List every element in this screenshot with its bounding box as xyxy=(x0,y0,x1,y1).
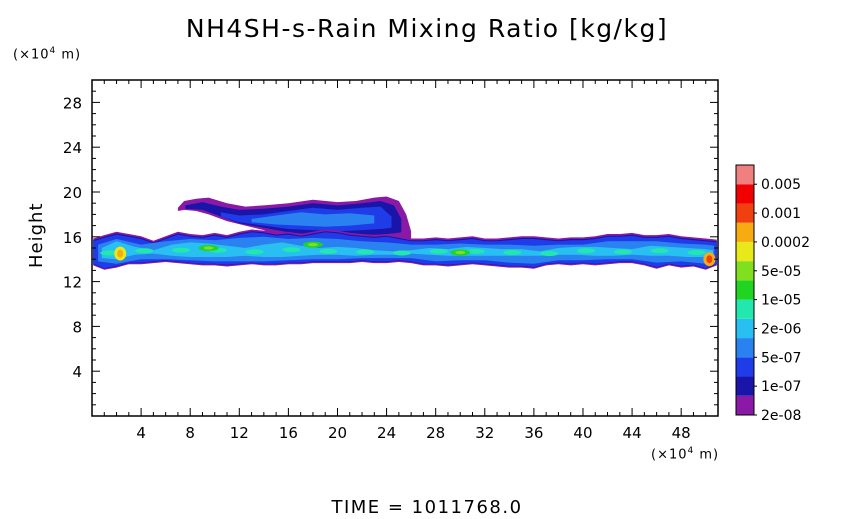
x-tick-label: 16 xyxy=(279,424,298,442)
y-tick-label: 16 xyxy=(63,229,82,247)
colorbar-label: 1e-05 xyxy=(761,293,801,309)
core-streak xyxy=(577,248,595,254)
main-layer-band-4 xyxy=(101,241,714,260)
mixing-ratio-field xyxy=(93,196,717,270)
core-streak xyxy=(319,248,338,254)
x-axis-unit: (×104 m) xyxy=(651,446,719,462)
core-streak xyxy=(245,249,264,255)
x-tick-label: 8 xyxy=(185,424,195,442)
x-tick-label: 32 xyxy=(475,424,494,442)
colorbar-swatch xyxy=(736,222,754,242)
colorbar-swatch xyxy=(736,299,754,319)
colorbar-swatch xyxy=(736,376,754,396)
chart-title: NH4SH-s-Rain Mixing Ratio [kg/kg] xyxy=(185,14,669,43)
colorbar-swatch xyxy=(736,261,754,281)
y-tick-label: 4 xyxy=(72,363,82,381)
x-tick-label: 24 xyxy=(377,424,396,442)
colorbar-label: 2e-08 xyxy=(761,408,801,424)
colorbar-swatch xyxy=(736,338,754,358)
colorbar-label: 0.0002 xyxy=(761,235,810,251)
y-tick-label: 20 xyxy=(63,184,82,202)
x-tick-label: 4 xyxy=(136,424,146,442)
time-label: TIME = 1011768.0 xyxy=(331,497,523,518)
y-tick-label: 12 xyxy=(63,274,82,292)
colorbar-label: 0.005 xyxy=(761,177,801,193)
core-streak xyxy=(135,248,154,254)
colorbar-swatch xyxy=(736,357,754,377)
y-tick-label: 8 xyxy=(72,318,82,336)
upper-layer-inner xyxy=(251,212,375,227)
y-tick-label: 24 xyxy=(63,139,82,157)
core-streak xyxy=(650,248,669,254)
colorbar-label: 0.001 xyxy=(761,206,801,222)
x-unit-tail: m) xyxy=(694,447,720,463)
main-layer-band-3 xyxy=(98,236,715,264)
x-tick-label: 20 xyxy=(328,424,347,442)
core-streak xyxy=(613,249,632,255)
hotspot-core xyxy=(203,246,214,250)
colorbar-swatch xyxy=(736,395,754,415)
core-streak xyxy=(466,248,485,254)
core-streak xyxy=(540,251,559,257)
core-streak xyxy=(429,248,448,254)
x-tick-label: 48 xyxy=(672,424,691,442)
y-tick-label: 28 xyxy=(63,94,82,112)
colorbar-swatch xyxy=(736,165,754,185)
hotspot-core xyxy=(455,250,466,255)
x-tick-label: 44 xyxy=(623,424,642,442)
x-unit-exponent: 4 xyxy=(687,446,695,456)
colorbar-label: 5e-07 xyxy=(761,350,801,366)
x-tick-label: 12 xyxy=(230,424,249,442)
core-streak xyxy=(392,250,411,256)
x-tick-label: 40 xyxy=(573,424,592,442)
y-unit-exponent: 4 xyxy=(49,46,57,56)
x-tick-label: 36 xyxy=(524,424,543,442)
core-streak xyxy=(356,249,375,255)
x-unit-base: (×10 xyxy=(651,447,688,463)
colorbar-swatch xyxy=(736,203,754,223)
y-unit-base: (×10 xyxy=(13,47,50,63)
hotspot-core xyxy=(117,249,124,258)
colorbar-swatch xyxy=(736,318,754,339)
core-streak xyxy=(100,250,119,256)
colorbar-frame xyxy=(735,164,755,416)
hotspot-core xyxy=(307,243,318,247)
colorbar-label: 2e-06 xyxy=(761,321,801,337)
core-streak xyxy=(687,250,706,255)
hotspot-core xyxy=(706,255,713,264)
colorbar-swatch xyxy=(736,241,754,262)
colorbar-swatch xyxy=(736,184,754,204)
core-streak xyxy=(282,247,301,253)
x-tick-label: 28 xyxy=(426,424,445,442)
y-axis-unit: (×104 m) xyxy=(13,46,81,62)
colorbar-label: 1e-07 xyxy=(761,379,801,395)
core-streak xyxy=(172,247,190,253)
core-streak xyxy=(503,250,522,255)
y-unit-tail: m) xyxy=(56,47,82,63)
colorbar-swatch xyxy=(736,280,754,300)
colorbar-label: 5e-05 xyxy=(761,264,801,280)
colorbar: 0.005 0.001 0.0002 5e-05 1e-05 2e-06 5e-07 1e-0… xyxy=(735,164,810,424)
